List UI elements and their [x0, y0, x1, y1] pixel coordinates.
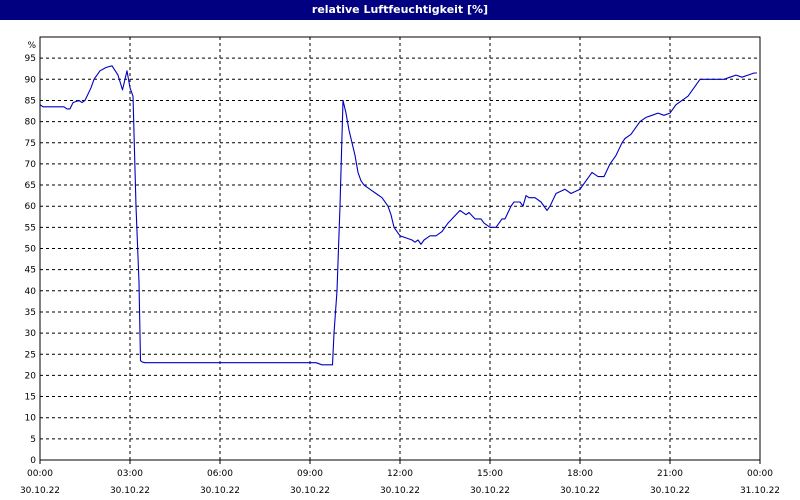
x-tick-date: 30.10.22 — [560, 486, 600, 496]
y-tick-label: 70 — [25, 160, 37, 170]
y-tick-label: 40 — [25, 287, 37, 297]
x-tick-date: 30.10.22 — [20, 486, 60, 496]
x-tick-time: 03:00 — [117, 469, 143, 479]
y-tick-label: 90 — [25, 75, 37, 85]
y-tick-label: 55 — [25, 223, 36, 233]
x-tick-time: 09:00 — [297, 469, 323, 479]
y-tick-label: 5 — [30, 435, 36, 445]
x-tick-time: 18:00 — [567, 469, 593, 479]
series-group — [39, 65, 757, 366]
y-tick-label: 15 — [25, 393, 36, 403]
x-tick-date: 30.10.22 — [290, 486, 330, 496]
y-tick-label: 60 — [25, 202, 37, 212]
y-tick-labels: 0 5 10 15 20 25 30 35 40 45 50 55 60 65 70 75 80 85 90 95% — [25, 41, 37, 466]
y-tick-label: 75 — [25, 139, 36, 149]
y-tick-label: 0 — [30, 456, 36, 466]
chart-title: relative Luftfeuchtigkeit [%] — [0, 0, 800, 20]
y-tick-label: 50 — [25, 245, 37, 255]
x-tick-date: 30.10.22 — [470, 486, 510, 496]
x-tick-labels: 00:00 30.10.22 03:00 30.10.22 06:00 30.10.22 0… — [20, 469, 780, 496]
y-tick-label: 20 — [25, 371, 37, 381]
x-tick-date: 31.10.22 — [740, 486, 780, 496]
y-tick-label: 80 — [25, 118, 37, 128]
grid — [39, 37, 761, 464]
y-tick-label: 65 — [25, 181, 36, 191]
humidity-series-line — [39, 65, 757, 366]
x-tick-time: 15:00 — [477, 469, 503, 479]
y-tick-label: 30 — [25, 329, 37, 339]
x-tick-time: 00:00 — [27, 469, 53, 479]
y-tick-label: 35 — [25, 308, 36, 318]
x-tick-time: 21:00 — [657, 469, 683, 479]
plot-border — [39, 36, 761, 461]
x-tick-time: 12:00 — [387, 469, 413, 479]
x-tick-time: 06:00 — [207, 469, 233, 479]
x-tick-time: 00:00 — [747, 469, 773, 479]
y-tick-label: 85 — [25, 96, 36, 106]
y-tick-label: 95 — [25, 54, 36, 64]
x-tick-date: 30.10.22 — [380, 486, 420, 496]
y-axis-unit-label: % — [27, 41, 36, 51]
x-tick-date: 30.10.22 — [110, 486, 150, 496]
y-tick-label: 10 — [25, 414, 37, 424]
x-tick-date: 30.10.22 — [650, 486, 690, 496]
y-tick-label: 25 — [25, 350, 36, 360]
x-tick-date: 30.10.22 — [200, 486, 240, 496]
y-tick-label: 45 — [25, 266, 36, 276]
